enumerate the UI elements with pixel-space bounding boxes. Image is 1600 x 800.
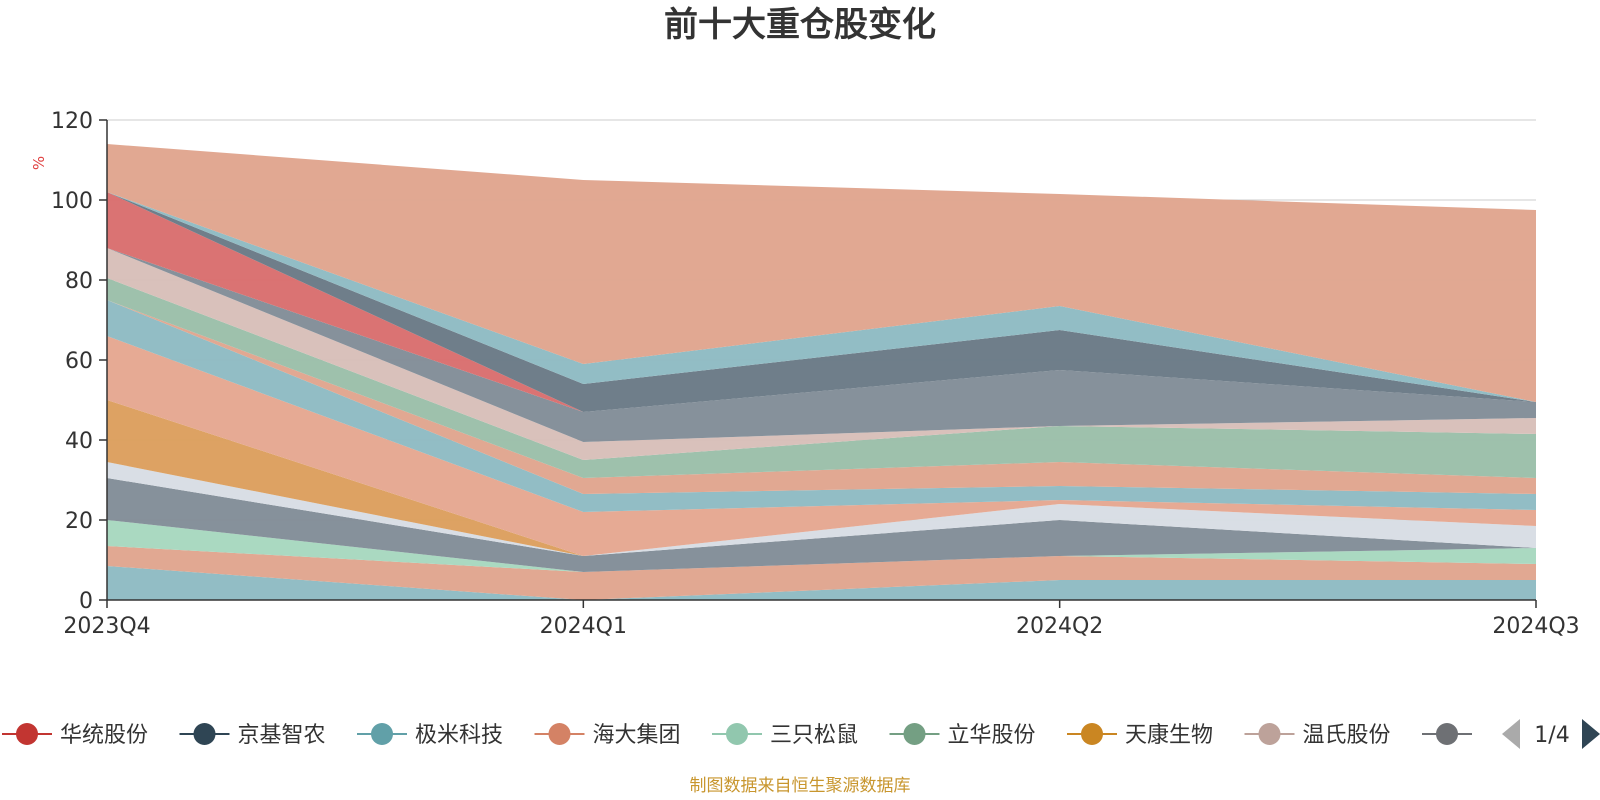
- legend-item[interactable]: 三只松鼠: [712, 723, 858, 748]
- area-series: [107, 144, 1536, 600]
- legend-circle-icon: [1258, 723, 1281, 745]
- source-note: 制图数据来自恒生聚源数据库: [690, 776, 911, 796]
- legend-item[interactable]: 温氏股份: [1244, 723, 1391, 748]
- legend-circle-icon: [193, 723, 216, 745]
- legend-label: 立华股份: [948, 723, 1036, 748]
- legend-circle-icon: [371, 723, 393, 745]
- legend: 华统股份 京基智农 极米科技 海大集团 三只松鼠 立华股份 天康生物 温氏股份 1/4: [2, 719, 1600, 749]
- area-band-11: [107, 248, 1536, 442]
- y-tick-label: 40: [65, 429, 93, 454]
- legend-label: 海大集团: [593, 723, 681, 748]
- legend-item[interactable]: 华统股份: [2, 723, 148, 748]
- area-band-7: [107, 300, 1536, 512]
- area-band-1: [107, 546, 1536, 600]
- legend-circle-icon: [726, 723, 748, 745]
- area-band-14: [107, 192, 1536, 402]
- area-band-8: [107, 300, 1536, 494]
- legend-label: 天康生物: [1125, 723, 1213, 748]
- legend-label: 温氏股份: [1303, 723, 1391, 748]
- legend-item[interactable]: 海大集团: [534, 723, 681, 748]
- pager-prev-icon[interactable]: [1502, 719, 1520, 749]
- legend-item[interactable]: 天康生物: [1067, 723, 1213, 748]
- x-tick-label: 2024Q3: [1492, 614, 1579, 639]
- area-band-13: [107, 192, 1536, 412]
- legend-item[interactable]: 极米科技: [357, 723, 503, 748]
- legend-items: 华统股份 京基智农 极米科技 海大集团 三只松鼠 立华股份 天康生物 温氏股份: [2, 723, 1472, 748]
- axes: 0 20 40 60 80 100 120 2023Q4 2024Q1 2024Q2 2024Q3: [51, 109, 1580, 639]
- area-band-3: [107, 478, 1536, 572]
- legend-label: 三只松鼠: [770, 723, 858, 748]
- y-tick-label: 120: [51, 109, 93, 134]
- legend-pager: 1/4: [1502, 719, 1600, 749]
- x-tick-label: 2024Q1: [540, 614, 627, 639]
- area-band-9: [107, 278, 1536, 478]
- y-axis-unit: %: [30, 156, 48, 170]
- legend-label: 京基智农: [238, 723, 326, 748]
- y-tick-label: 60: [65, 349, 93, 374]
- legend-circle-icon: [16, 723, 38, 745]
- area-band-6: [107, 336, 1536, 556]
- legend-label: 华统股份: [60, 723, 148, 748]
- pager-next-icon[interactable]: [1582, 719, 1600, 749]
- area-band-0: [107, 566, 1536, 600]
- y-tick-label: 80: [65, 269, 93, 294]
- x-tick-label: 2023Q4: [63, 614, 150, 639]
- area-band-10: [107, 248, 1536, 460]
- y-tick-label: 20: [65, 509, 93, 534]
- legend-label: 极米科技: [415, 723, 503, 748]
- legend-circle-icon: [1436, 723, 1458, 745]
- legend-item[interactable]: [1422, 723, 1472, 745]
- x-tick-label: 2024Q2: [1016, 614, 1103, 639]
- legend-circle-icon: [903, 723, 926, 745]
- legend-circle-icon: [548, 723, 571, 745]
- pager-label: 1/4: [1534, 723, 1569, 748]
- y-tick-label: 0: [79, 589, 93, 614]
- y-tick-label: 100: [51, 189, 93, 214]
- area-band-15: [107, 144, 1536, 402]
- legend-item[interactable]: 京基智农: [179, 723, 326, 748]
- chart-title: 前十大重仓股变化: [664, 5, 936, 45]
- legend-item[interactable]: 立华股份: [889, 723, 1036, 748]
- legend-circle-icon: [1081, 723, 1103, 745]
